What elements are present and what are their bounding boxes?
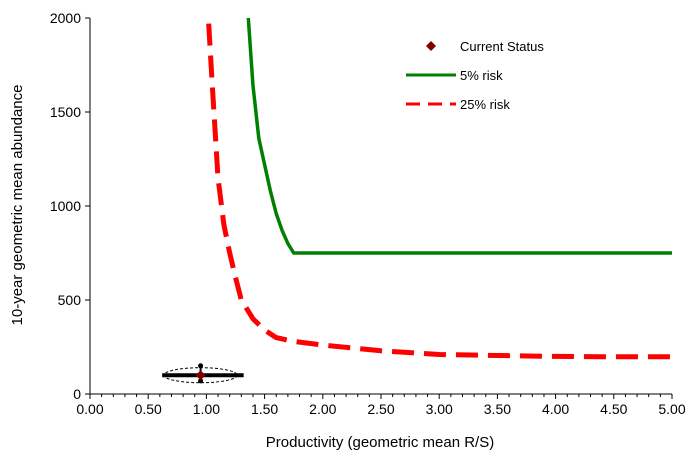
- x-tick-label: 1.00: [193, 401, 220, 417]
- legend-current-status-marker: [426, 41, 436, 51]
- x-tick-label: 2.50: [367, 401, 394, 417]
- y-tick-label: 2000: [50, 10, 81, 26]
- series-25pct-risk-line: [206, 23, 672, 360]
- y-tick-label: 0: [73, 386, 81, 402]
- y-tick-label: 1000: [50, 198, 81, 214]
- x-tick-label: 3.00: [426, 401, 453, 417]
- y-tick-label: 1500: [50, 104, 81, 120]
- x-tick-label: 4.00: [542, 401, 569, 417]
- ticks: 0.00 0.50 1.00 1.50 2.00 2.50 3.00 3.50 4.00 4.50…: [50, 10, 686, 417]
- legend: Current Status 5% risk 25% risk: [406, 39, 544, 112]
- current-status-layer: [162, 363, 244, 384]
- x-axis-title: Productivity (geometric mean R/S): [266, 434, 494, 451]
- y-axis-title: 10-year geometric mean abundance: [9, 85, 26, 326]
- axes: [89, 18, 672, 395]
- x-tick-label: 1.50: [251, 401, 278, 417]
- legend-5pct-risk-label: 5% risk: [460, 68, 503, 83]
- x-tick-label: 0.00: [76, 401, 103, 417]
- x-tick-label: 5.00: [658, 401, 685, 417]
- series-layer: [206, 17, 672, 360]
- x-tick-label: 3.50: [484, 401, 511, 417]
- legend-current-status-label: Current Status: [460, 39, 544, 54]
- series-5pct-risk-line: [246, 17, 672, 255]
- x-tick-label: 2.00: [309, 401, 336, 417]
- current-status-marker: [195, 370, 206, 381]
- x-tick-label: 4.50: [600, 401, 627, 417]
- x-tick-label: 0.50: [135, 401, 162, 417]
- current-status-y-cap-bottom: [198, 378, 204, 384]
- legend-25pct-risk-label: 25% risk: [460, 97, 510, 112]
- y-tick-label: 500: [58, 292, 82, 308]
- current-status-y-cap-top: [198, 363, 204, 369]
